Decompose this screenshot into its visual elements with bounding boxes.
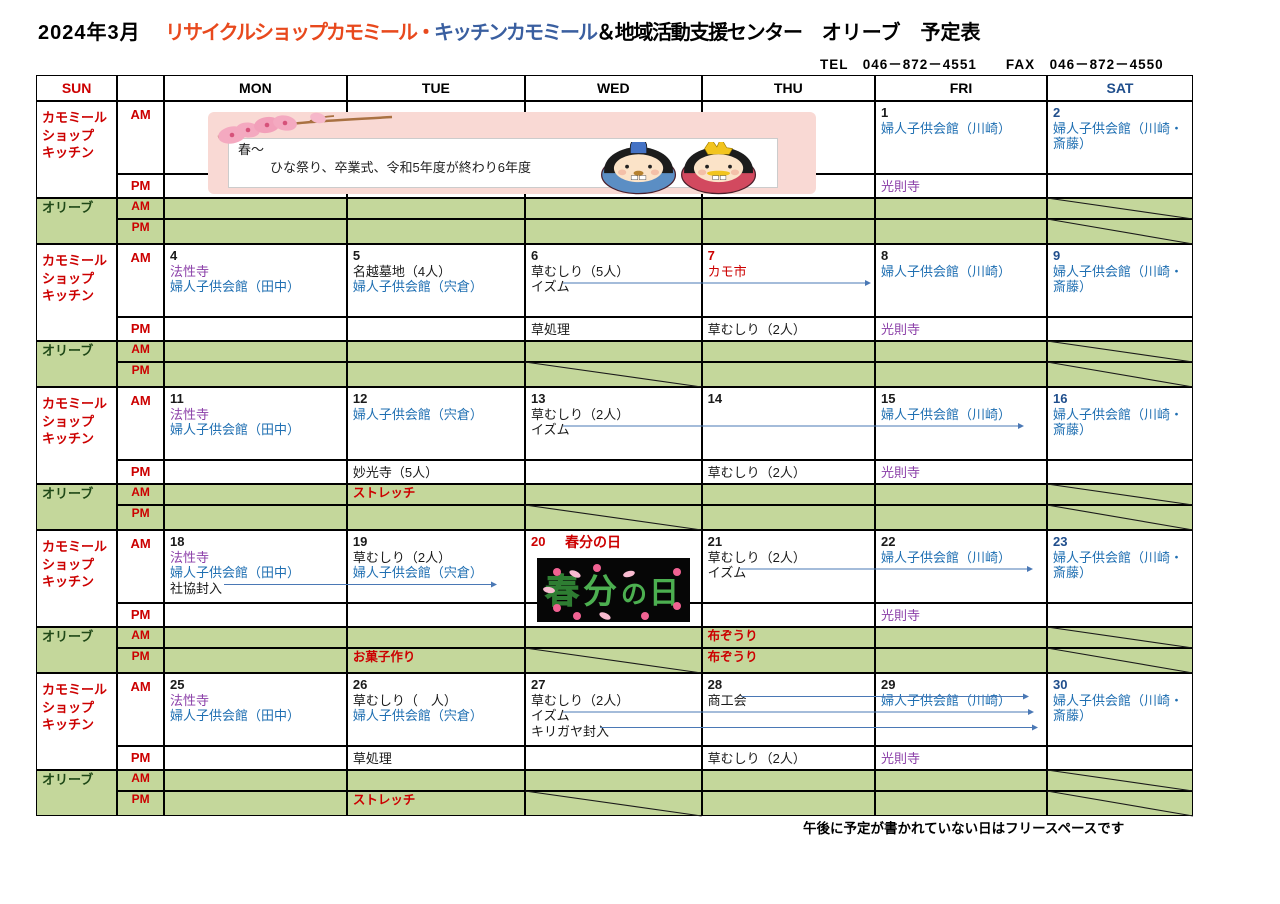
svg-text:分: 分 [583, 573, 617, 611]
svg-text:の: の [621, 579, 647, 609]
